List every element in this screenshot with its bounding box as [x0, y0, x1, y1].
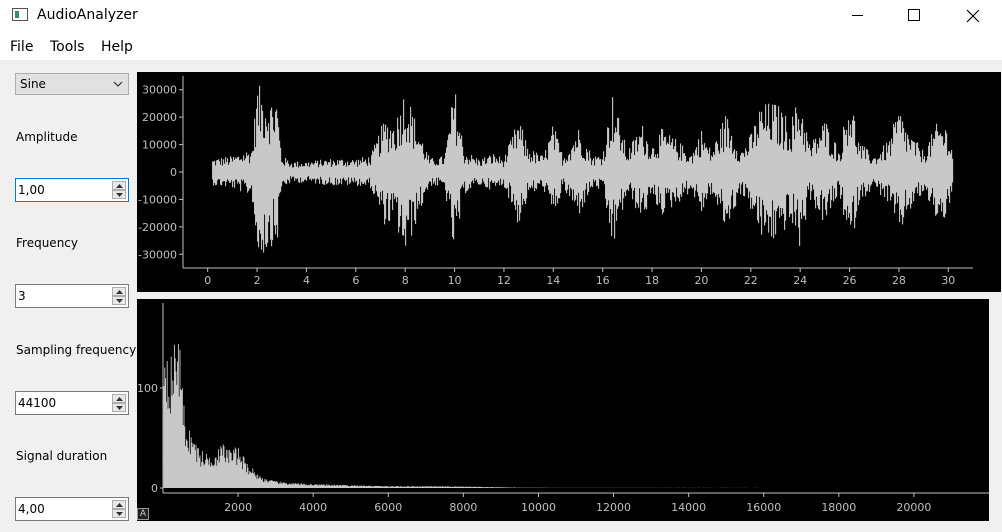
- frequency-label: Frequency: [16, 236, 78, 250]
- y-tick-label: -10000: [138, 193, 177, 206]
- x-tick-label: 10000: [521, 501, 556, 514]
- frequency-down-button[interactable]: [112, 296, 126, 305]
- frequency-spinbox[interactable]: [15, 284, 129, 308]
- maximize-button[interactable]: [890, 0, 936, 32]
- signal-duration-input[interactable]: [18, 501, 106, 517]
- x-tick-label: 0: [204, 274, 211, 287]
- close-button[interactable]: [950, 0, 996, 32]
- x-tick-label: 22: [744, 274, 758, 287]
- arrow-down-icon: [116, 193, 123, 197]
- window-title: AudioAnalyzer: [37, 7, 138, 23]
- amplitude-spinbox[interactable]: [15, 178, 129, 202]
- waveform-plot[interactable]: 30000 20000 10000 0 -10000 -20000 -30000 0 2 4 6 8 1…: [137, 72, 1001, 292]
- sampling-up-button[interactable]: [112, 394, 126, 403]
- y-tick-label: -30000: [138, 248, 177, 261]
- y-tick-label: 10000: [142, 139, 177, 152]
- arrow-up-icon: [116, 503, 123, 507]
- y-tick-label: 30000: [142, 84, 177, 97]
- duration-up-button[interactable]: [112, 500, 126, 509]
- spectrum-trace: [163, 343, 776, 488]
- amplitude-label: Amplitude: [16, 130, 78, 144]
- y-tick-label: 0: [151, 482, 158, 495]
- arrow-down-icon: [116, 512, 123, 516]
- sampling-down-button[interactable]: [112, 403, 126, 412]
- spectrum-plot[interactable]: 100 0 2000 4000 6000 8000 10000 12000 14000 16000…: [137, 299, 989, 521]
- amplitude-up-button[interactable]: [112, 181, 126, 190]
- x-tick-label: 2: [254, 274, 261, 287]
- frequency-up-button[interactable]: [112, 287, 126, 296]
- arrow-up-icon: [116, 184, 123, 188]
- x-tick-label: 16: [596, 274, 610, 287]
- x-tick-label: 12: [497, 274, 511, 287]
- amplitude-down-button[interactable]: [112, 190, 126, 199]
- x-tick-label: 16000: [746, 501, 781, 514]
- arrow-down-icon: [116, 299, 123, 303]
- signal-duration-label: Signal duration: [16, 449, 108, 463]
- x-tick-label: 20000: [896, 501, 931, 514]
- menu-bar: File Tools Help: [0, 32, 1002, 60]
- chevron-down-icon: [113, 81, 123, 87]
- waveform-trace: [212, 85, 954, 253]
- app-icon: [12, 8, 28, 21]
- y-tick-label: 20000: [142, 111, 177, 124]
- x-tick-label: 10: [448, 274, 462, 287]
- x-tick-label: 18: [645, 274, 659, 287]
- menu-file[interactable]: File: [10, 39, 34, 55]
- x-tick-label: 2000: [224, 501, 252, 514]
- x-tick-label: 12000: [596, 501, 631, 514]
- x-tick-label: 18000: [821, 501, 856, 514]
- x-tick-label: 6: [352, 274, 359, 287]
- signal-type-select[interactable]: Sine: [15, 73, 129, 95]
- minimize-button[interactable]: [834, 0, 880, 32]
- menu-help[interactable]: Help: [101, 39, 133, 55]
- duration-down-button[interactable]: [112, 509, 126, 518]
- x-tick-label: 24: [793, 274, 807, 287]
- arrow-up-icon: [116, 397, 123, 401]
- x-tick-label: 8000: [449, 501, 477, 514]
- x-tick-label: 6000: [374, 501, 402, 514]
- auto-scale-button[interactable]: A: [137, 508, 149, 520]
- y-tick-label: 100: [137, 382, 158, 395]
- sampling-frequency-input[interactable]: [18, 395, 106, 411]
- x-tick-label: 4000: [299, 501, 327, 514]
- x-tick-label: 28: [892, 274, 906, 287]
- x-tick-label: 8: [402, 274, 409, 287]
- spectrum-chart: 100 0 2000 4000 6000 8000 10000 12000 14000 16000…: [137, 303, 989, 514]
- x-tick-label: 30: [941, 274, 955, 287]
- signal-type-value: Sine: [20, 77, 46, 91]
- x-tick-label: 14: [546, 274, 560, 287]
- y-tick-label: -20000: [138, 221, 177, 234]
- menu-tools[interactable]: Tools: [50, 39, 85, 55]
- frequency-input[interactable]: [18, 288, 106, 304]
- x-tick-label: 14000: [671, 501, 706, 514]
- x-tick-label: 26: [843, 274, 857, 287]
- x-tick-label: 4: [303, 274, 310, 287]
- title-bar: AudioAnalyzer: [0, 0, 1002, 32]
- x-tick-label: 20: [694, 274, 708, 287]
- amplitude-input[interactable]: [18, 182, 106, 198]
- close-icon: [966, 9, 980, 23]
- sampling-frequency-label: Sampling frequency: [16, 343, 137, 357]
- sampling-frequency-spinbox[interactable]: [15, 391, 129, 415]
- signal-duration-spinbox[interactable]: [15, 497, 129, 521]
- arrow-down-icon: [116, 406, 123, 410]
- y-tick-label: 0: [170, 166, 177, 179]
- arrow-up-icon: [116, 290, 123, 294]
